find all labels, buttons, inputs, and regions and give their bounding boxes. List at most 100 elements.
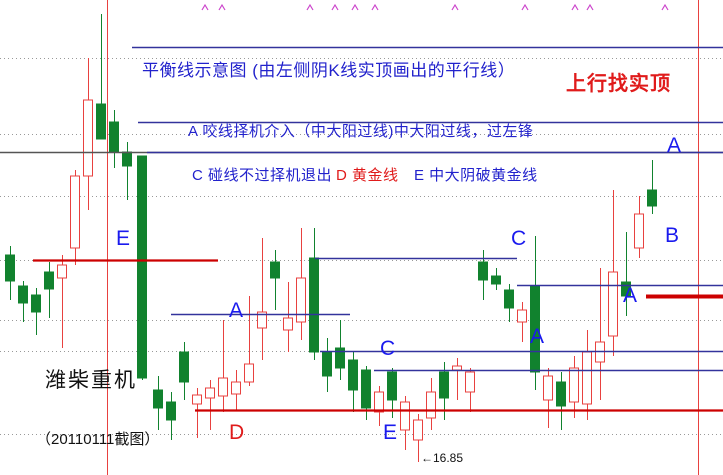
annotation-line-a: A 咬线择机介入（中大阳过线)中大阳过线，过左锋 bbox=[188, 123, 534, 140]
candlestick bbox=[5, 246, 15, 300]
candle-body bbox=[18, 285, 28, 304]
candlestick bbox=[218, 320, 228, 412]
candlestick bbox=[647, 160, 657, 214]
candle-body bbox=[387, 371, 397, 401]
candle-body bbox=[205, 387, 215, 399]
candlestick bbox=[621, 232, 631, 316]
candle-body bbox=[137, 155, 147, 379]
top-pattern-marker bbox=[571, 3, 579, 11]
candle-body bbox=[335, 347, 345, 369]
candlestick bbox=[374, 386, 384, 426]
candlestick bbox=[270, 250, 280, 310]
candlestick bbox=[348, 352, 358, 412]
top-pattern-marker bbox=[451, 3, 459, 11]
annotation-title-red: 上行找实顶 bbox=[566, 73, 671, 95]
candlestick bbox=[231, 370, 241, 410]
candlestick bbox=[18, 281, 28, 322]
candle-body bbox=[517, 309, 527, 323]
candle-body bbox=[426, 391, 436, 419]
candle-body bbox=[491, 275, 501, 285]
candlestick bbox=[465, 368, 475, 412]
candle-body bbox=[179, 351, 189, 383]
candle-body bbox=[296, 277, 306, 323]
candle-body bbox=[608, 271, 618, 337]
candlestick bbox=[569, 356, 579, 418]
candle-body bbox=[44, 271, 54, 290]
top-pattern-marker bbox=[218, 3, 226, 11]
candlestick bbox=[426, 378, 436, 430]
top-pattern-marker-glyph bbox=[306, 3, 314, 11]
top-pattern-marker bbox=[586, 3, 594, 11]
top-pattern-marker-glyph bbox=[521, 3, 529, 11]
candle-body bbox=[400, 401, 410, 431]
candle-body bbox=[270, 261, 280, 279]
top-pattern-marker-glyph bbox=[586, 3, 594, 11]
candle-body bbox=[309, 257, 319, 353]
chart-marker-c: C bbox=[511, 227, 527, 250]
candle-body bbox=[569, 367, 579, 403]
chart-marker-a: A bbox=[229, 299, 244, 322]
top-pattern-marker-glyph bbox=[661, 3, 669, 11]
candlestick bbox=[283, 282, 293, 352]
candle-body bbox=[634, 213, 644, 249]
top-pattern-marker-glyph bbox=[218, 3, 226, 11]
candle-body bbox=[5, 254, 15, 282]
candle-body bbox=[70, 175, 80, 249]
stock-name-label: 潍柴重机 bbox=[45, 369, 137, 392]
annotation-title-blue: 平衡线示意图 (由左侧阴K线实顶画出的平行线） bbox=[142, 61, 516, 80]
candlestick bbox=[413, 414, 423, 462]
candle-body bbox=[647, 189, 657, 207]
candlestick bbox=[137, 155, 147, 380]
candlestick bbox=[57, 255, 67, 348]
candlestick bbox=[504, 284, 514, 322]
candle-body bbox=[621, 281, 631, 297]
capture-date-label: （20110111截图） bbox=[36, 431, 160, 448]
annotation-line-d: D 黄金线 bbox=[336, 167, 399, 184]
candlestick bbox=[31, 288, 41, 335]
top-pattern-marker-glyph bbox=[351, 3, 359, 11]
candle-body bbox=[504, 289, 514, 309]
candlestick bbox=[205, 380, 215, 430]
candle-body bbox=[218, 377, 228, 397]
chart-marker-a: A bbox=[530, 325, 545, 348]
candlestick bbox=[400, 396, 410, 450]
candle-body bbox=[543, 375, 553, 401]
top-pattern-marker bbox=[371, 3, 379, 11]
top-pattern-marker-glyph bbox=[331, 3, 339, 11]
candlestick bbox=[517, 302, 527, 342]
candle-body bbox=[439, 371, 449, 399]
chart-marker-a: A bbox=[667, 134, 682, 157]
candle-body bbox=[465, 371, 475, 393]
candle-body bbox=[413, 419, 423, 441]
chart-marker-e: E bbox=[383, 421, 398, 444]
candle-body bbox=[556, 381, 566, 407]
chart-marker-b: B bbox=[665, 224, 680, 247]
candlestick bbox=[608, 190, 618, 356]
candlestick bbox=[83, 58, 93, 210]
candle-body bbox=[374, 391, 384, 413]
candlestick bbox=[335, 320, 345, 380]
candle-body bbox=[231, 381, 241, 395]
top-pattern-marker bbox=[661, 3, 669, 11]
candlestick bbox=[556, 372, 566, 430]
candle-body bbox=[96, 103, 106, 140]
chart-marker-c: C bbox=[380, 337, 396, 360]
candlestick bbox=[192, 388, 202, 438]
price-marker-label: ←16.85 bbox=[421, 451, 464, 465]
candlestick bbox=[153, 376, 163, 430]
candlestick bbox=[257, 238, 267, 360]
candle-body bbox=[31, 294, 41, 313]
candlestick bbox=[244, 296, 254, 386]
candle-body bbox=[244, 363, 254, 383]
top-pattern-marker bbox=[306, 3, 314, 11]
candlestick bbox=[166, 392, 176, 440]
candle-body bbox=[361, 369, 371, 409]
candlestick bbox=[491, 268, 501, 290]
candle-body bbox=[166, 401, 176, 421]
top-pattern-marker-glyph bbox=[201, 3, 209, 11]
top-pattern-marker bbox=[521, 3, 529, 11]
top-pattern-marker-glyph bbox=[571, 3, 579, 11]
